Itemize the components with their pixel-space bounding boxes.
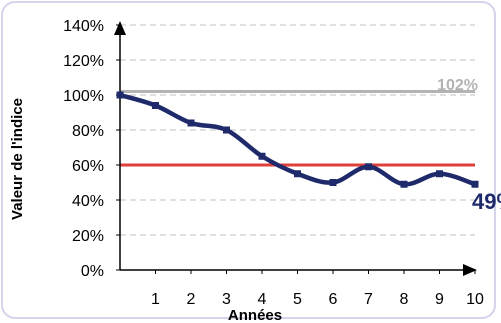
data-point — [258, 152, 266, 160]
data-point — [152, 102, 159, 109]
x-tick-label: 4 — [258, 291, 267, 308]
y-axis-title: Valeur de l'indice — [9, 98, 26, 220]
reference-line-label: 102% — [437, 77, 478, 94]
data-point — [400, 180, 408, 188]
x-tick-label: 1 — [151, 291, 160, 308]
series-group — [116, 91, 479, 188]
x-tick-label: 3 — [222, 291, 231, 308]
y-tick-label: 20% — [72, 228, 104, 245]
x-tick-label: 8 — [400, 291, 409, 308]
data-point — [329, 179, 337, 186]
y-tick-label: 120% — [63, 53, 104, 70]
chart-frame — [1, 1, 496, 319]
gridlines — [120, 24, 475, 236]
reference-lines — [120, 90, 475, 167]
data-point — [116, 91, 124, 99]
x-tick-label: 6 — [329, 291, 338, 308]
data-point — [223, 126, 230, 134]
y-tick-label: 40% — [72, 193, 104, 210]
y-tick-label: 80% — [72, 123, 104, 140]
y-tick-labels: 0% 20% 40% 60% 80% 100% 120% 140% — [63, 18, 104, 280]
data-point — [365, 163, 372, 171]
x-tick-label: 2 — [187, 291, 196, 308]
data-point — [471, 180, 479, 188]
last-value-label: 49% — [472, 189, 501, 214]
y-tick-label: 100% — [63, 88, 104, 105]
y-tick-label: 60% — [72, 158, 104, 175]
x-tick-label: 9 — [435, 291, 444, 308]
data-point — [436, 170, 443, 178]
axes — [114, 21, 477, 276]
data-point — [187, 119, 195, 127]
y-tick-label: 140% — [63, 18, 104, 35]
y-axis-arrow — [114, 21, 126, 35]
x-tick-label: 7 — [364, 291, 373, 308]
x-axis-arrow — [463, 264, 477, 276]
x-axis-title: Années — [228, 307, 282, 323]
y-tick-label: 0% — [81, 263, 104, 280]
x-tick-label: 10 — [466, 291, 484, 308]
x-tick-labels: 1 2 3 4 5 6 7 8 9 10 — [151, 291, 484, 308]
x-tick-label: 5 — [293, 291, 302, 308]
data-point — [294, 170, 301, 178]
